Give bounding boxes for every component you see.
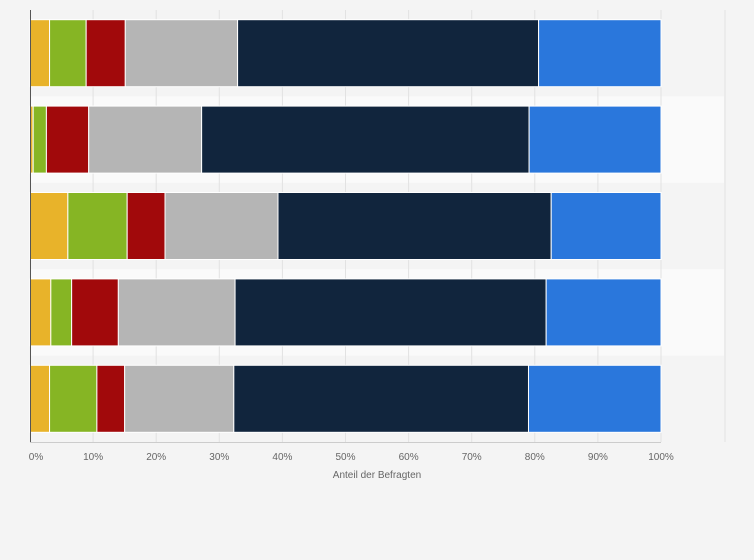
bar-segment-4-5 — [527, 364, 662, 433]
bar-segment-0-4 — [237, 19, 540, 88]
bar-segment-1-5 — [528, 105, 662, 174]
bar-segment-0-1 — [49, 19, 87, 88]
bar-segment-2-3 — [164, 192, 279, 260]
bar-segment-4-1 — [49, 364, 98, 433]
x-tick-label: 20% — [146, 452, 166, 463]
axes — [30, 10, 661, 443]
bar-segment-1-3 — [88, 105, 203, 174]
x-tick-label: 30% — [209, 452, 229, 463]
x-tick-label: 40% — [272, 452, 292, 463]
bar-segment-1-1 — [32, 105, 47, 174]
bar-segment-4-3 — [124, 364, 235, 433]
bars — [29, 19, 662, 433]
x-tick-label: 90% — [588, 452, 608, 463]
bar-segment-1-2 — [45, 105, 90, 174]
bar-segment-2-5 — [550, 192, 662, 260]
bar-segment-0-2 — [85, 19, 126, 88]
bar-segment-2-1 — [67, 192, 128, 260]
bar-segment-4-2 — [96, 364, 126, 433]
bar-segment-3-1 — [50, 278, 73, 347]
x-tick-label: 10% — [83, 452, 103, 463]
x-tick-labels: 0% 10% 20% 30% 40% 50% 60% 70% 80% 90% 100% — [29, 452, 674, 463]
x-tick-label: 70% — [462, 452, 482, 463]
bar-segment-3-3 — [117, 278, 236, 347]
x-axis-title: Anteil der Befragten — [333, 470, 421, 481]
bar-segment-2-4 — [277, 192, 552, 260]
bar-segment-0-5 — [538, 19, 662, 88]
bar-segment-3-5 — [545, 278, 662, 347]
bar-segment-3-4 — [234, 278, 547, 347]
x-tick-label: 50% — [335, 452, 355, 463]
x-tick-label: 60% — [399, 452, 419, 463]
bar-segment-4-0 — [29, 364, 51, 433]
bar-segment-3-0 — [29, 278, 52, 347]
bar-segment-0-0 — [29, 19, 51, 88]
x-tick-label: 0% — [29, 452, 44, 463]
bar-segment-1-4 — [201, 105, 530, 174]
x-tick-label: 80% — [525, 452, 545, 463]
x-tick-label: 100% — [648, 452, 674, 463]
bar-segment-2-0 — [29, 192, 69, 260]
bar-segment-4-4 — [233, 364, 529, 433]
bar-segment-3-2 — [71, 278, 119, 347]
bar-segment-2-2 — [126, 192, 166, 260]
bar-segment-0-3 — [124, 19, 239, 88]
